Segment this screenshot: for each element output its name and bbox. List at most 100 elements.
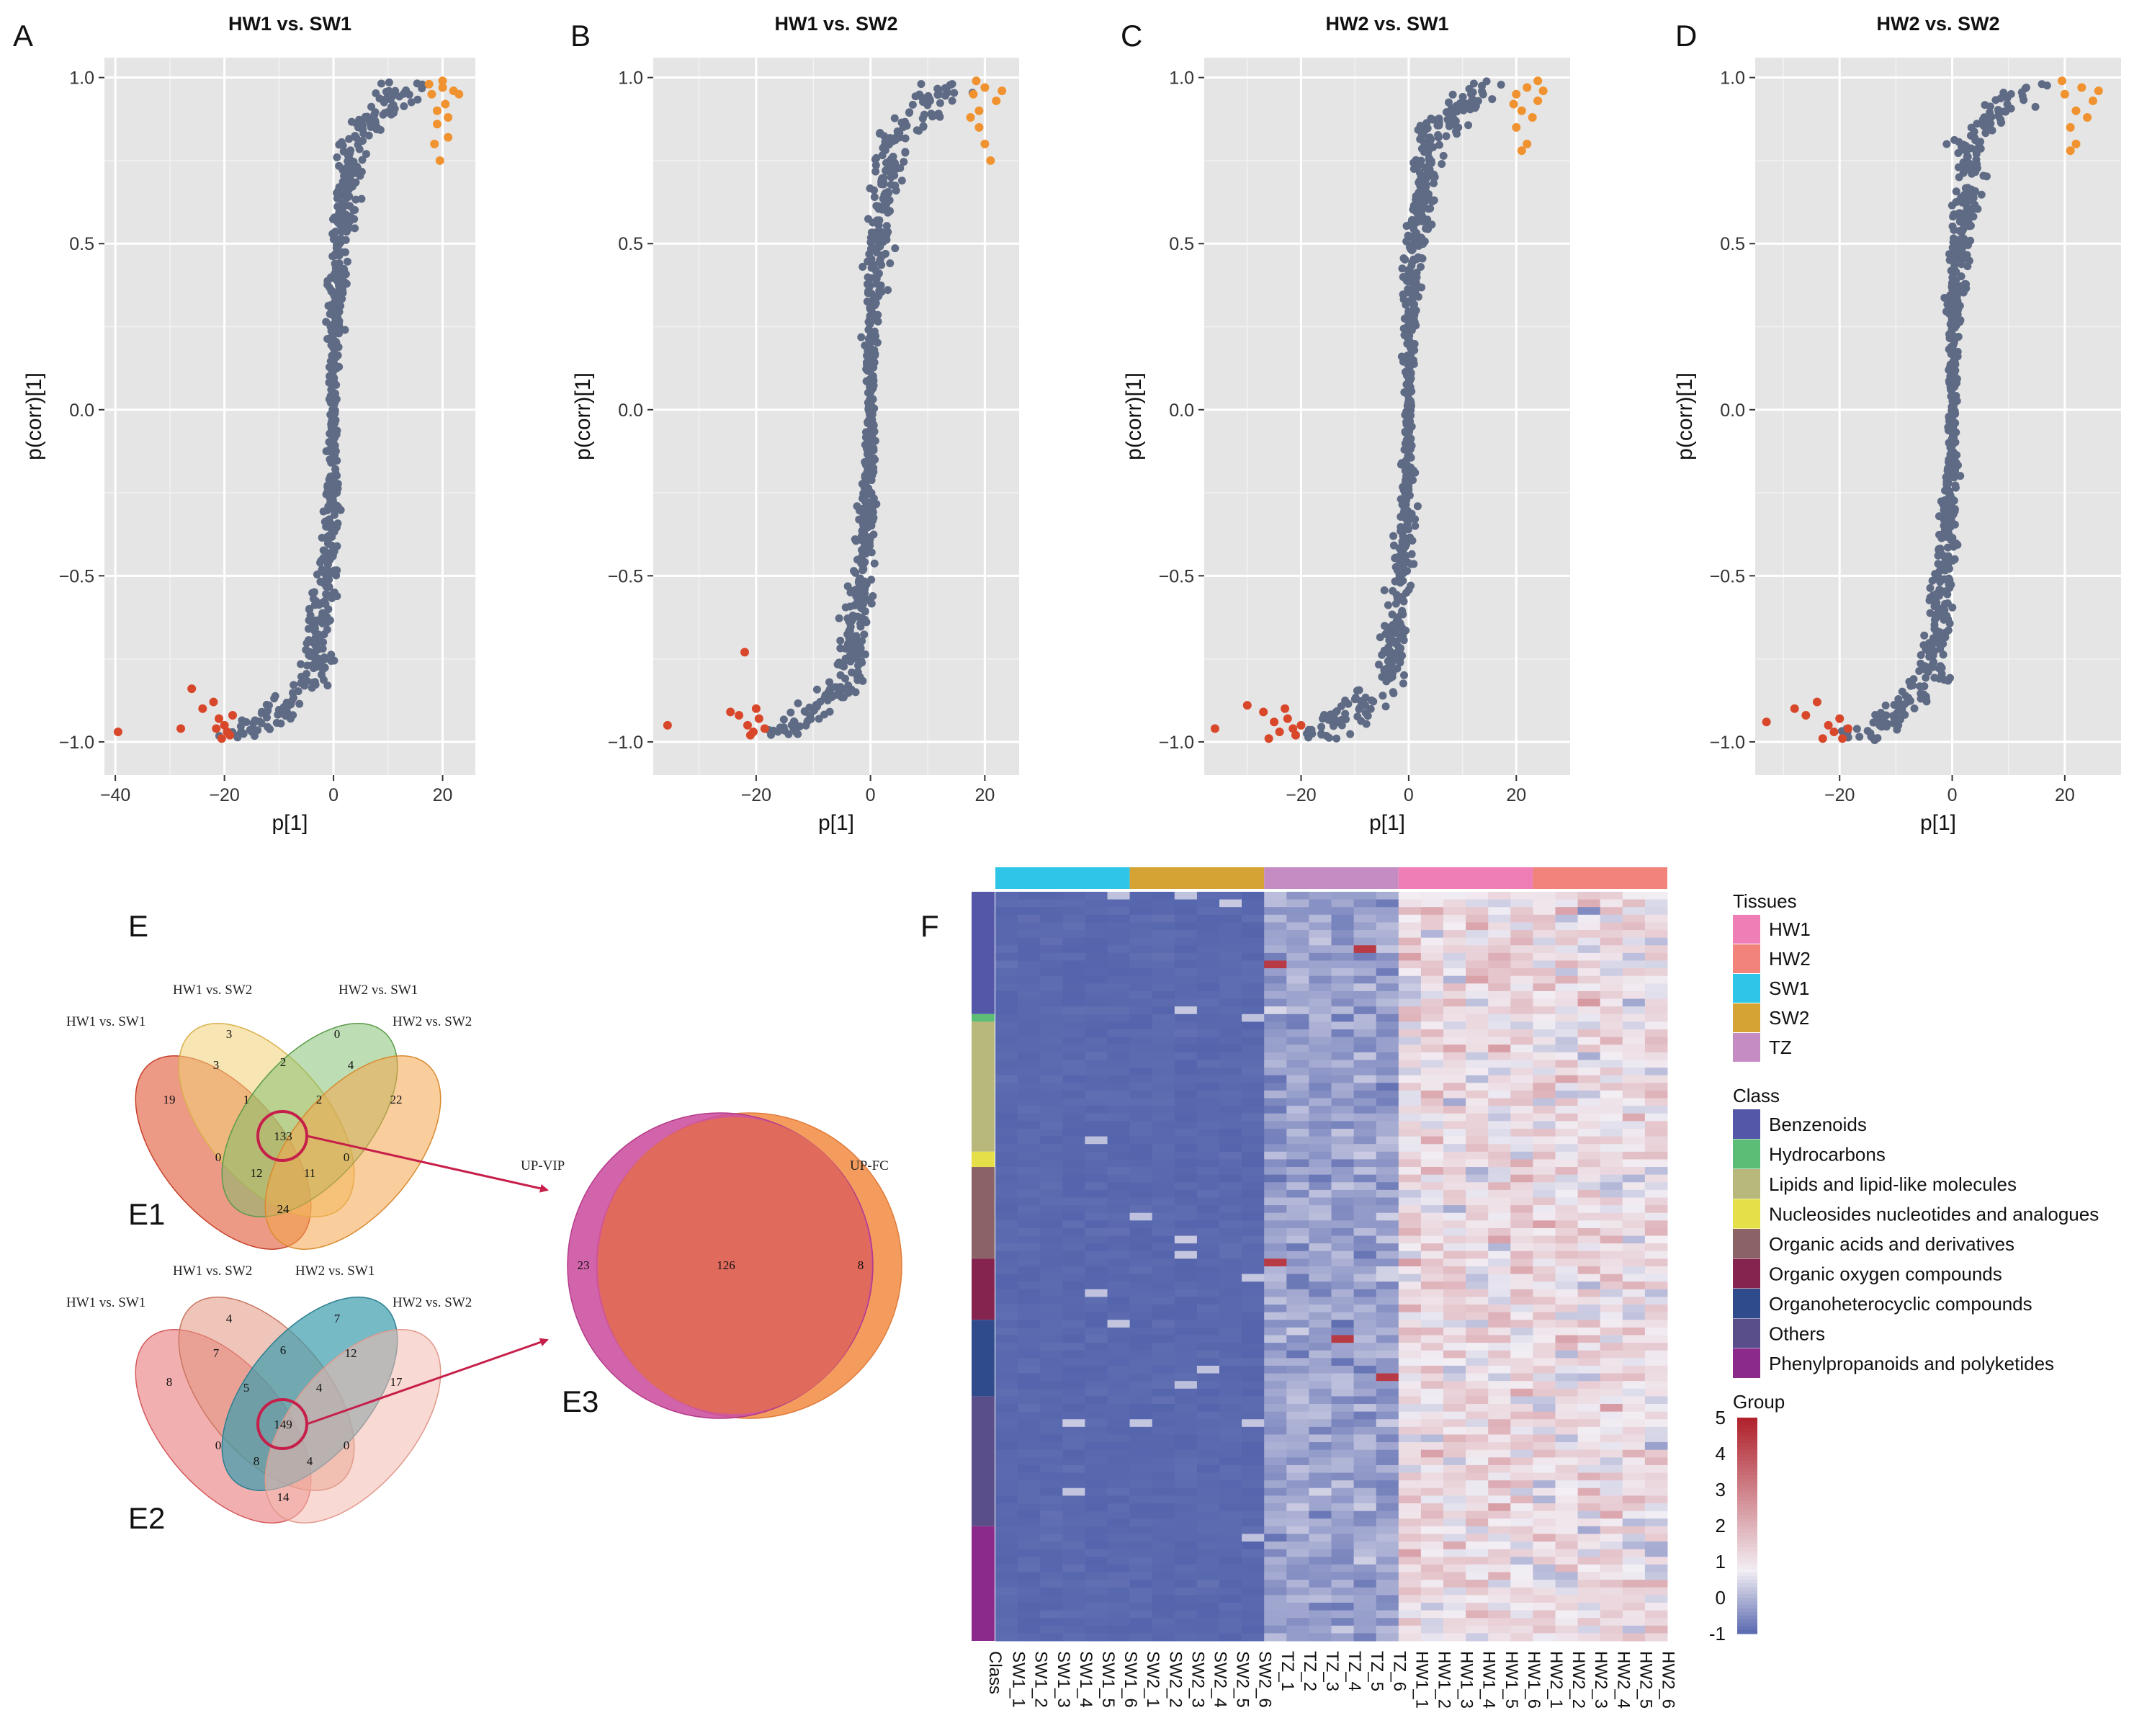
scatter-point-neutral [1380, 622, 1389, 630]
heatmap-cell [1331, 1426, 1355, 1435]
heatmap-cell [1577, 1128, 1601, 1137]
heatmap-cell [1107, 1151, 1131, 1160]
heatmap-cell [1219, 1220, 1242, 1229]
heatmap-cell [1129, 1220, 1153, 1229]
heatmap-cell [1510, 899, 1533, 908]
heatmap-cell [1398, 1312, 1422, 1320]
heatmap-cell [1466, 1250, 1489, 1259]
scatter-point-neutral [367, 102, 376, 111]
scatter-point-neutral [304, 625, 313, 633]
heatmap-cell [1376, 1327, 1399, 1336]
scatter-point-neutral [328, 440, 337, 449]
heatmap-cell [1644, 930, 1668, 939]
heatmap-cell [1062, 1006, 1085, 1015]
heatmap-cell [1242, 1167, 1265, 1176]
heatmap-cell [1331, 1144, 1355, 1153]
heatmap-cell [1577, 1350, 1601, 1359]
heatmap-cell [1622, 1281, 1646, 1290]
heatmap-cell [1555, 1227, 1579, 1237]
heatmap-cell [1107, 1266, 1131, 1275]
heatmap-cell [1242, 1106, 1265, 1114]
heatmap-cell [1533, 1159, 1556, 1168]
heatmap-cell [1353, 1098, 1377, 1106]
scatter-point-neutral [331, 301, 340, 310]
panel-label-b: B [570, 19, 591, 53]
heatmap-cell [1577, 1411, 1601, 1420]
heatmap-cell [1196, 1297, 1220, 1305]
scatter-point-neutral [327, 656, 336, 665]
heatmap-cell [1600, 1266, 1623, 1275]
heatmap-cell [1533, 1075, 1556, 1083]
scatter-point-neutral [1407, 560, 1415, 568]
heatmap-cell [1062, 1434, 1085, 1443]
heatmap-cell [1331, 1197, 1355, 1206]
heatmap-cell [1466, 1434, 1489, 1443]
heatmap-cell [1309, 1235, 1332, 1244]
heatmap-cell [1555, 914, 1579, 923]
scatter-point-neutral [1399, 679, 1407, 688]
heatmap-cell [1309, 1358, 1332, 1366]
scatter-point-neutral [328, 496, 337, 505]
scatter-point-neutral [784, 730, 793, 738]
scatter-point-neutral [1478, 81, 1487, 90]
scatter-point-neutral [866, 361, 874, 370]
heatmap-cell [1398, 1235, 1422, 1244]
heatmap-cell [1152, 1250, 1175, 1259]
heatmap-cell [1398, 1250, 1422, 1259]
heatmap-cell [1533, 1442, 1556, 1451]
heatmap-cell [1040, 1044, 1063, 1053]
scatter-point-neutral [1965, 256, 1973, 265]
heatmap-cell [1174, 1449, 1198, 1458]
heatmap-cell [1510, 1343, 1533, 1351]
heatmap-cell [1420, 1220, 1444, 1229]
heatmap-cell [1376, 1106, 1399, 1114]
heatmap-cell [1443, 968, 1466, 977]
heatmap-cell [1533, 892, 1556, 900]
heatmap-cell [1152, 952, 1175, 962]
heatmap-cell [1264, 1289, 1287, 1297]
heatmap-cell [1129, 1258, 1153, 1267]
heatmap-cell [1376, 1113, 1399, 1122]
heatmap-cell [1555, 1044, 1579, 1053]
heatmap-cell [1085, 1312, 1108, 1320]
heatmap-cell [1644, 1227, 1668, 1237]
heatmap-cell [1622, 1305, 1646, 1313]
heatmap-cell [1309, 1189, 1332, 1198]
heatmap-cell [1242, 1205, 1265, 1214]
heatmap-cell [1286, 1174, 1309, 1183]
heatmap-cell [1196, 1449, 1220, 1458]
heatmap-cell [1622, 1335, 1646, 1343]
heatmap-cell [1219, 1182, 1242, 1191]
heatmap-cell [1443, 1151, 1466, 1160]
scatter-point-neutral [860, 504, 869, 512]
heatmap-cell [1622, 1227, 1646, 1237]
scatter-point-neutral [1402, 427, 1411, 436]
heatmap-cell [1264, 1227, 1287, 1237]
scatter-point-neutral [1399, 498, 1407, 507]
scatter-point-neutral [1380, 666, 1389, 675]
scatter-point-neutral [1934, 551, 1942, 560]
heatmap-cell [1219, 1419, 1242, 1428]
heatmap-cell [1264, 930, 1287, 939]
heatmap-cell [1219, 1365, 1242, 1374]
scatter-point-neutral [838, 685, 847, 694]
heatmap-cell [1174, 1060, 1198, 1068]
heatmap-cell [1622, 960, 1646, 969]
heatmap-cell [995, 1320, 1018, 1328]
heatmap-cell [1644, 1312, 1668, 1320]
heatmap-cell [1286, 1258, 1309, 1267]
heatmap-cell [1018, 960, 1041, 969]
scatter-point-neutral [1398, 607, 1407, 615]
heatmap-cell [1644, 1388, 1668, 1397]
heatmap-cell [1555, 1098, 1579, 1106]
heatmap-cell [1577, 1365, 1601, 1374]
panel-label-f: F [920, 909, 939, 943]
scatter-point-neutral [1949, 212, 1958, 221]
heatmap-cell [1129, 1373, 1153, 1382]
heatmap-cell [1018, 1250, 1041, 1259]
scatter-point-up [966, 113, 975, 122]
heatmap-cell [995, 922, 1018, 931]
heatmap-cell [995, 1266, 1018, 1275]
heatmap-cell [1085, 1044, 1108, 1053]
